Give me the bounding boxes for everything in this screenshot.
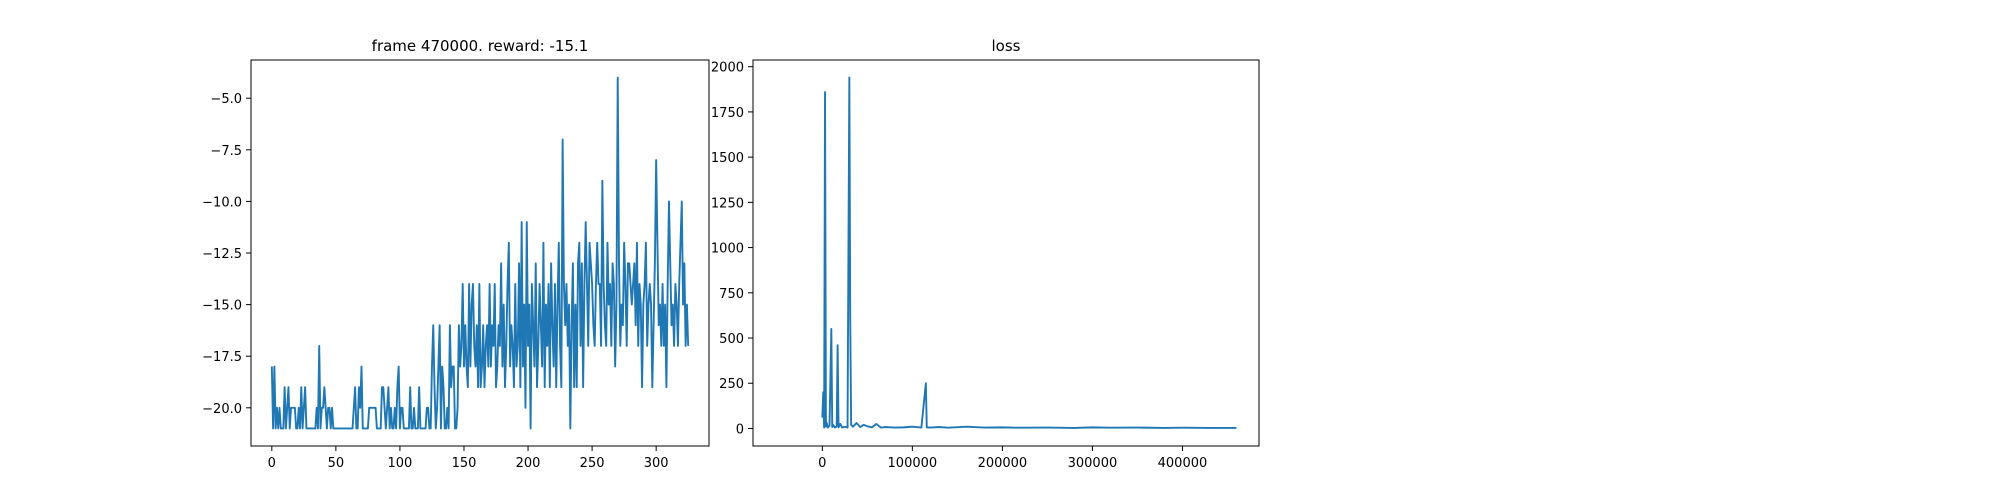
data-line <box>270 76 690 430</box>
y-tick-label: 0 <box>736 422 744 437</box>
y-tick-label: 250 <box>719 377 744 392</box>
x-tick-label: 200000 <box>978 456 1028 471</box>
y-tick-label: −10.0 <box>202 195 242 210</box>
chart-title: loss <box>992 37 1021 55</box>
x-tick-label: 100 <box>388 456 413 471</box>
axes: 0 50 100 150 200 250 300 −20.0 −17.5 −15.0 −12.5 −1… <box>202 37 710 471</box>
y-tick-label: 1000 <box>711 242 744 257</box>
y-tick-label: 1250 <box>711 196 744 211</box>
x-tick-label: 0 <box>818 456 826 471</box>
y-tick-label: 750 <box>719 287 744 302</box>
x-tick-label: 250 <box>580 456 605 471</box>
x-tick-label: 400000 <box>1158 456 1208 471</box>
x-tick-label: 200 <box>516 456 541 471</box>
x-tick-label: 150 <box>452 456 477 471</box>
x-tick-label: 300 <box>644 456 669 471</box>
axes: 0 100000 200000 300000 400000 0 250 500 750 1000 1… <box>711 37 1260 471</box>
y-tick-label: 1750 <box>711 106 744 121</box>
axes-frame <box>752 59 1260 447</box>
x-tick-label: 0 <box>268 456 276 471</box>
y-tick-label: −12.5 <box>202 247 242 262</box>
y-tick-label: −17.5 <box>202 350 242 365</box>
y-tick-label: 1500 <box>711 151 744 166</box>
y-tick-label: 2000 <box>711 61 744 76</box>
data-line <box>821 76 1237 429</box>
y-tick-label: −7.5 <box>210 144 242 159</box>
axes-background <box>753 60 1259 446</box>
y-tick-label: −5.0 <box>210 92 242 107</box>
x-tick-label: 50 <box>328 456 345 471</box>
x-tick-label: 100000 <box>888 456 938 471</box>
y-tick-label: 500 <box>719 332 744 347</box>
y-tick-label: −15.0 <box>202 299 242 314</box>
chart-title: frame 470000. reward: -15.1 <box>372 37 589 55</box>
x-tick-label: 300000 <box>1068 456 1118 471</box>
y-tick-label: −20.0 <box>202 402 242 417</box>
